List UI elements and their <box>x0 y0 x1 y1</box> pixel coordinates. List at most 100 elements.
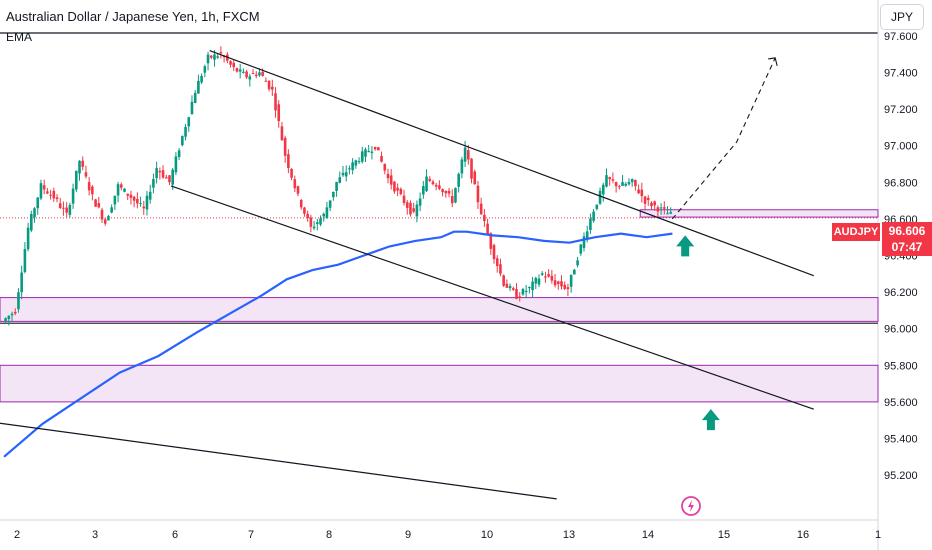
candle-body <box>666 213 669 215</box>
candle-body <box>110 207 113 213</box>
candle-body <box>152 179 155 188</box>
candle-body <box>299 200 303 208</box>
candle-body <box>309 217 313 227</box>
candle-body <box>52 190 56 199</box>
candle-body <box>521 289 525 295</box>
candle-body <box>595 204 599 209</box>
candle-body <box>589 218 592 230</box>
candle-body <box>84 172 88 177</box>
candle-body <box>425 176 428 192</box>
candle-body <box>229 61 232 65</box>
candle-body <box>296 186 300 194</box>
candle-body <box>479 203 483 215</box>
ema-line <box>3 230 673 458</box>
candle-body <box>139 203 142 205</box>
candle-body <box>277 104 281 122</box>
candle-body <box>91 186 94 195</box>
candle-body <box>267 80 271 90</box>
candle-body <box>103 219 107 224</box>
candle-body <box>39 183 43 199</box>
candle-body <box>511 288 515 290</box>
candle-body <box>283 137 287 156</box>
x-tick-label: 13 <box>563 529 575 541</box>
candle-body <box>107 216 110 221</box>
candle-body <box>312 226 316 229</box>
candle-body <box>634 179 637 187</box>
candle-body <box>97 203 101 208</box>
y-tick-label: 95.200 <box>884 470 918 482</box>
support-zone-1 <box>0 364 879 403</box>
candle-body <box>377 147 380 151</box>
candle-body <box>242 71 245 73</box>
y-tick-label: 97.000 <box>884 141 918 153</box>
candle-body <box>476 185 480 203</box>
candle-body <box>78 160 81 174</box>
candle-body <box>399 188 403 195</box>
candle-body <box>181 136 184 146</box>
x-tick-label: 6 <box>172 529 178 541</box>
candle-body <box>650 202 653 207</box>
candle-body <box>611 179 615 181</box>
candle-body <box>457 173 460 187</box>
candle-body <box>174 156 178 173</box>
candle-body <box>187 117 191 127</box>
candle-body <box>116 184 120 196</box>
channel-line-bottom <box>0 422 557 500</box>
candle-body <box>444 190 448 194</box>
candle-body <box>62 207 65 209</box>
candle-body <box>261 71 264 76</box>
candle-body <box>438 185 441 189</box>
candle-body <box>614 182 618 187</box>
candle-body <box>579 244 583 254</box>
candle-body <box>653 201 656 206</box>
candle-body <box>470 158 473 179</box>
candle-body <box>389 175 393 185</box>
indicator-label[interactable]: EMA <box>6 30 33 44</box>
candle-body <box>132 196 136 201</box>
candle-body <box>621 182 624 186</box>
candle-body <box>405 202 409 208</box>
candle-body <box>206 54 210 64</box>
candle-body <box>10 313 14 316</box>
up-arrow-1 <box>701 409 720 431</box>
candle-body <box>58 203 62 209</box>
candle-body <box>348 168 351 170</box>
candle-body <box>428 178 432 181</box>
candle-body <box>454 187 457 203</box>
candle-body <box>492 245 496 260</box>
chart-title: Australian Dollar / Japanese Yen, 1h, FX… <box>6 9 260 24</box>
candle-body <box>190 101 194 115</box>
candle-body <box>113 195 117 205</box>
candle-body <box>502 275 505 286</box>
currency-button[interactable]: JPY <box>880 4 924 30</box>
y-tick-label: 95.400 <box>884 433 918 445</box>
candle-body <box>235 68 239 72</box>
candle-body <box>364 149 367 157</box>
candle-body <box>71 188 75 204</box>
candle-body <box>87 182 91 191</box>
x-tick-label: 2 <box>14 529 20 541</box>
candle-body <box>164 177 168 179</box>
candle-body <box>537 278 541 285</box>
candle-body <box>319 218 322 225</box>
candle-body <box>643 196 647 204</box>
candle-body <box>566 287 570 290</box>
candle-body <box>659 207 663 209</box>
candle-body <box>460 159 464 174</box>
candle-body <box>46 191 49 194</box>
candle-body <box>216 56 219 58</box>
candle-body <box>637 189 640 194</box>
x-tick-label: 1 <box>875 529 881 541</box>
candle-body <box>30 213 33 231</box>
x-tick-label: 3 <box>92 529 98 541</box>
candle-body <box>528 287 531 289</box>
candle-body <box>184 126 187 137</box>
candle-body <box>136 198 139 204</box>
y-tick-label: 97.200 <box>884 104 918 116</box>
candle-body <box>33 208 36 218</box>
candle-body <box>328 200 332 208</box>
candle-body <box>393 181 396 192</box>
candle-body <box>161 170 165 178</box>
candle-body <box>142 206 146 209</box>
